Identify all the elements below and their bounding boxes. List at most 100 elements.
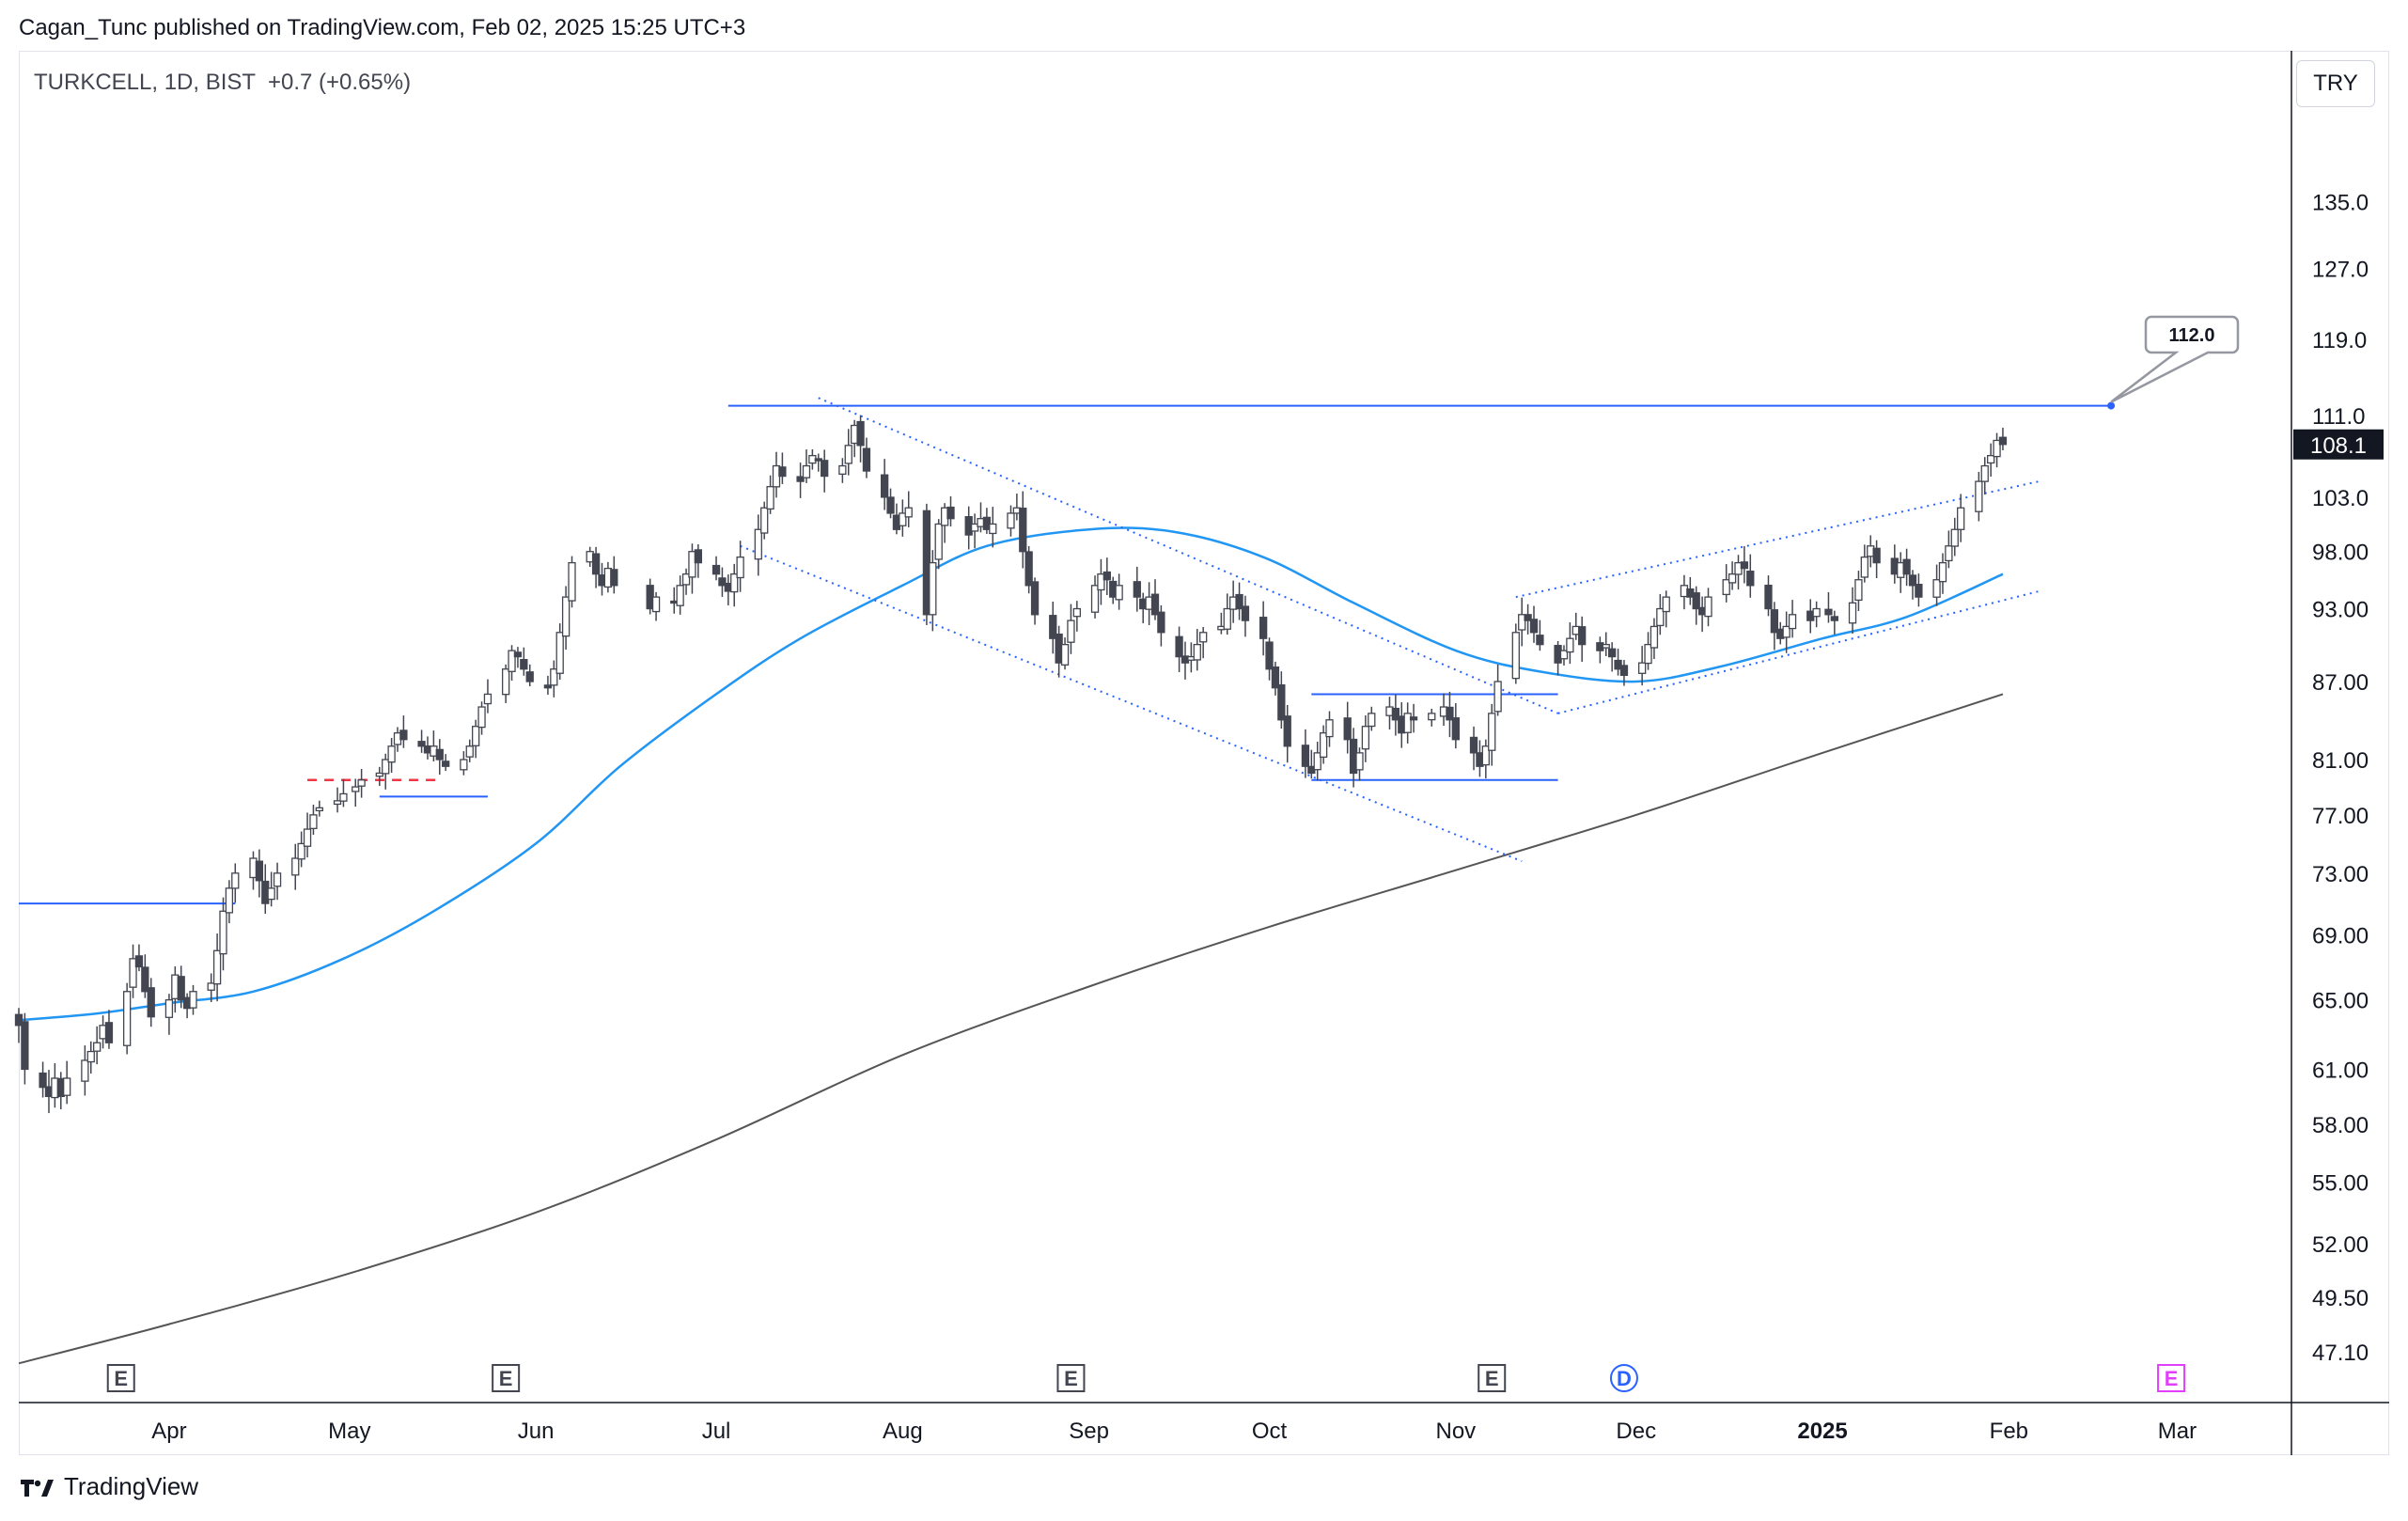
- candle-body: [1481, 745, 1490, 766]
- dividend-marker[interactable]: D: [1609, 1364, 1638, 1392]
- candle-body: [1602, 643, 1610, 649]
- candle: [856, 415, 865, 463]
- candle-body: [1019, 507, 1027, 553]
- candle: [543, 675, 553, 696]
- candle: [435, 739, 444, 776]
- candle-body: [225, 887, 234, 914]
- candle-body: [754, 528, 762, 560]
- earnings-marker[interactable]: E: [1478, 1364, 1507, 1392]
- candle: [681, 568, 691, 595]
- target-callout-label: 112.0: [2169, 325, 2215, 346]
- candle: [1975, 471, 1983, 522]
- symbol-legend[interactable]: TURKCELL, 1D, BIST +0.7 (+0.65%): [34, 70, 411, 96]
- candle-body: [1692, 592, 1700, 610]
- symbol-change: +0.7 (+0.65%): [267, 70, 412, 95]
- target-callout[interactable]: [2110, 315, 2240, 403]
- candle: [513, 647, 523, 668]
- candle-body: [1409, 716, 1418, 721]
- candle: [1662, 590, 1670, 628]
- candle-body: [1469, 736, 1478, 754]
- earnings-marker[interactable]: E: [106, 1364, 135, 1392]
- time-tick-label: Sep: [1069, 1419, 1109, 1444]
- event-box: [106, 1364, 135, 1392]
- candle: [1097, 558, 1105, 605]
- future_earnings-marker[interactable]: E: [2157, 1364, 2186, 1392]
- candle: [1602, 632, 1610, 656]
- price-tick-label: 61.00: [2312, 1058, 2369, 1083]
- candle-body: [838, 464, 847, 476]
- candle: [525, 664, 534, 687]
- earnings-marker[interactable]: E: [1056, 1364, 1086, 1392]
- candle: [357, 768, 366, 798]
- candle: [1812, 601, 1821, 628]
- candle-body: [1090, 585, 1100, 613]
- price-tick-label: 69.00: [2312, 923, 2369, 949]
- candle: [1619, 660, 1629, 686]
- candle-body: [513, 651, 523, 658]
- candle: [1650, 618, 1659, 659]
- currency-button[interactable]: TRY: [2296, 60, 2375, 107]
- candle: [508, 645, 516, 682]
- candle-body: [1511, 632, 1520, 680]
- target-anchor-dot: [2107, 401, 2116, 410]
- candle: [465, 739, 474, 762]
- candle-body: [886, 496, 895, 514]
- candle-body: [39, 1072, 47, 1089]
- candle-body: [1728, 573, 1737, 584]
- candle-body: [1788, 614, 1797, 630]
- candle: [1319, 725, 1328, 764]
- price-tick-label: 52.00: [2312, 1232, 2369, 1258]
- candle: [760, 501, 769, 540]
- candle: [718, 567, 727, 597]
- candle: [1740, 545, 1749, 584]
- event-label: D: [1617, 1367, 1632, 1390]
- candle: [189, 984, 197, 1015]
- candle-body: [1830, 616, 1838, 621]
- candle: [1637, 646, 1647, 686]
- trendline-channel-up-bottom[interactable]: [1557, 589, 2040, 714]
- candle-body: [1770, 609, 1779, 634]
- candle-body: [1578, 626, 1587, 646]
- candle-body: [460, 759, 468, 771]
- candle-body: [1957, 507, 1965, 530]
- candle-body: [442, 760, 450, 767]
- price-tick-label: 77.00: [2312, 804, 2369, 829]
- candle-body: [1902, 558, 1911, 575]
- candle: [1596, 636, 1604, 664]
- price-tick-label: 111.0: [2312, 404, 2366, 430]
- candle-body: [946, 506, 955, 520]
- candle: [1175, 626, 1183, 672]
- candle: [1102, 557, 1111, 595]
- trendline-channel-down-bottom[interactable]: [740, 544, 1523, 863]
- price-tick-label: 135.0: [2312, 191, 2369, 216]
- candle-body: [1241, 605, 1250, 621]
- candle: [1090, 575, 1100, 619]
- time-tick-label: Apr: [151, 1419, 186, 1444]
- candle-body: [1860, 557, 1869, 578]
- event-label: E: [2165, 1367, 2179, 1390]
- earnings-marker[interactable]: E: [492, 1364, 521, 1392]
- last-price-tag: [2293, 429, 2384, 460]
- candle: [477, 701, 486, 735]
- candle: [1133, 566, 1141, 612]
- candle: [550, 660, 558, 698]
- price-tick-label: 103.0: [2312, 486, 2369, 511]
- candle-body: [1746, 571, 1755, 587]
- candle: [501, 664, 510, 703]
- trendline-channel-down-top[interactable]: [818, 397, 1558, 714]
- candle-body: [718, 577, 727, 587]
- candle: [676, 575, 684, 615]
- candle-body: [472, 726, 480, 746]
- candle-body: [1566, 637, 1574, 653]
- candle-body: [1980, 464, 1989, 482]
- candle: [1301, 729, 1310, 778]
- chart-frame: [19, 51, 2389, 1455]
- candle-body: [1428, 713, 1436, 721]
- time-tick-label: Oct: [1252, 1419, 1288, 1444]
- candle-body: [1361, 726, 1370, 750]
- candle: [730, 563, 739, 607]
- candle: [568, 556, 576, 608]
- candle: [141, 954, 149, 998]
- event-label: E: [1485, 1367, 1499, 1390]
